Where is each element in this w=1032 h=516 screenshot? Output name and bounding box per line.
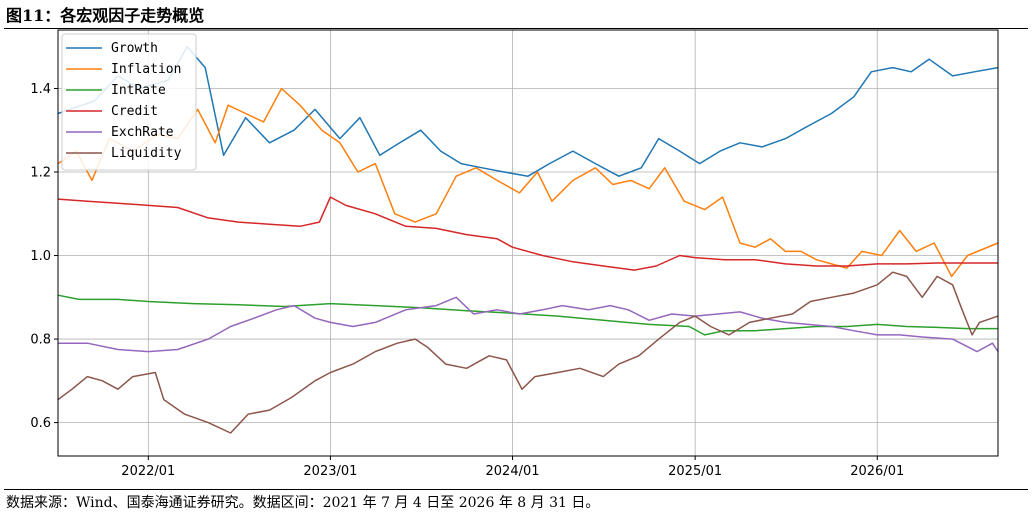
- series-line-liquidity: [57, 271, 999, 434]
- y-tick-label: 1.2: [30, 166, 51, 181]
- legend-label-credit: Credit: [111, 104, 158, 119]
- title-rule: [4, 28, 1028, 29]
- legend-box: [61, 33, 197, 171]
- x-tick-label: 2024/01: [486, 464, 540, 479]
- legend-label-liquidity: Liquidity: [111, 146, 182, 161]
- y-tick-label: 1.0: [30, 249, 51, 264]
- y-tick-label: 0.8: [30, 333, 51, 348]
- source-rule: [4, 489, 1028, 490]
- y-tick-label: 0.6: [30, 416, 51, 431]
- legend: Growth Inflation IntRate Credit ExchRate Liqu…: [61, 33, 197, 171]
- legend-label-intrate: IntRate: [111, 83, 166, 98]
- source-note: 数据来源：Wind、国泰海通证券研究。数据区间：2021 年 7 月 4 日至 …: [6, 495, 600, 511]
- legend-label-growth: Growth: [111, 41, 158, 56]
- x-tick-label: 2026/01: [850, 464, 904, 479]
- axis-ticks: 0.6 0.8 1.0 1.2 1.4 2022/01 2023/01 2024/01 2025…: [30, 82, 904, 479]
- grid-lines: [58, 30, 998, 456]
- x-tick-label: 2022/01: [121, 464, 175, 479]
- plot-frame: [57, 29, 999, 457]
- line-chart: 0.6 0.8 1.0 1.2 1.4 2022/01 2023/01 2024/01 2025…: [30, 29, 999, 479]
- x-tick-label: 2025/01: [668, 464, 722, 479]
- figure-title: 图11：各宏观因子走势概览: [6, 6, 205, 25]
- legend-label-inflation: Inflation: [111, 62, 181, 77]
- legend-label-exchrate: ExchRate: [111, 125, 174, 140]
- series-line-credit: [57, 196, 998, 271]
- series-line-intrate: [57, 294, 998, 336]
- series-line-inflation: [57, 87, 999, 278]
- x-tick-label: 2023/01: [303, 464, 357, 479]
- series-line-growth: [57, 45, 999, 177]
- series-line-exchrate: [58, 296, 999, 353]
- y-tick-label: 1.4: [30, 82, 51, 97]
- series-lines: [57, 45, 999, 434]
